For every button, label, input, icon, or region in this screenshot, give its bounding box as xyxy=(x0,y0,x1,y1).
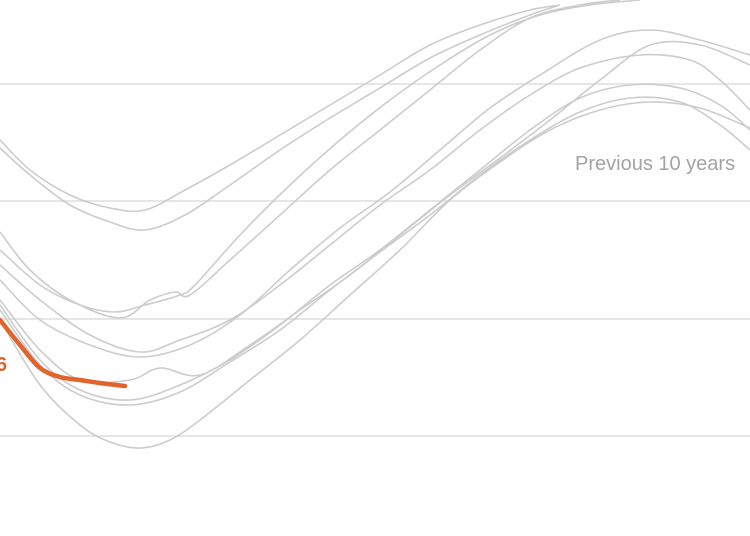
gridlines xyxy=(0,83,750,437)
previous-year-series xyxy=(0,4,561,231)
previous-year-series xyxy=(0,53,750,353)
previous-year-series xyxy=(0,0,641,313)
current-year-line xyxy=(0,317,128,389)
current-year-label: 6 xyxy=(0,354,8,376)
previous-year-series xyxy=(0,29,750,358)
previous-year-series xyxy=(0,4,561,213)
previous-year-series xyxy=(0,83,750,401)
previous-year-series xyxy=(0,0,621,319)
previous-year-series xyxy=(0,40,750,384)
current-year-series xyxy=(0,317,128,389)
previous-year-series xyxy=(0,101,750,449)
previous-years-label: Previous 10 years xyxy=(575,153,736,175)
previous-year-series xyxy=(0,96,750,406)
previous-years-lines xyxy=(0,0,750,449)
